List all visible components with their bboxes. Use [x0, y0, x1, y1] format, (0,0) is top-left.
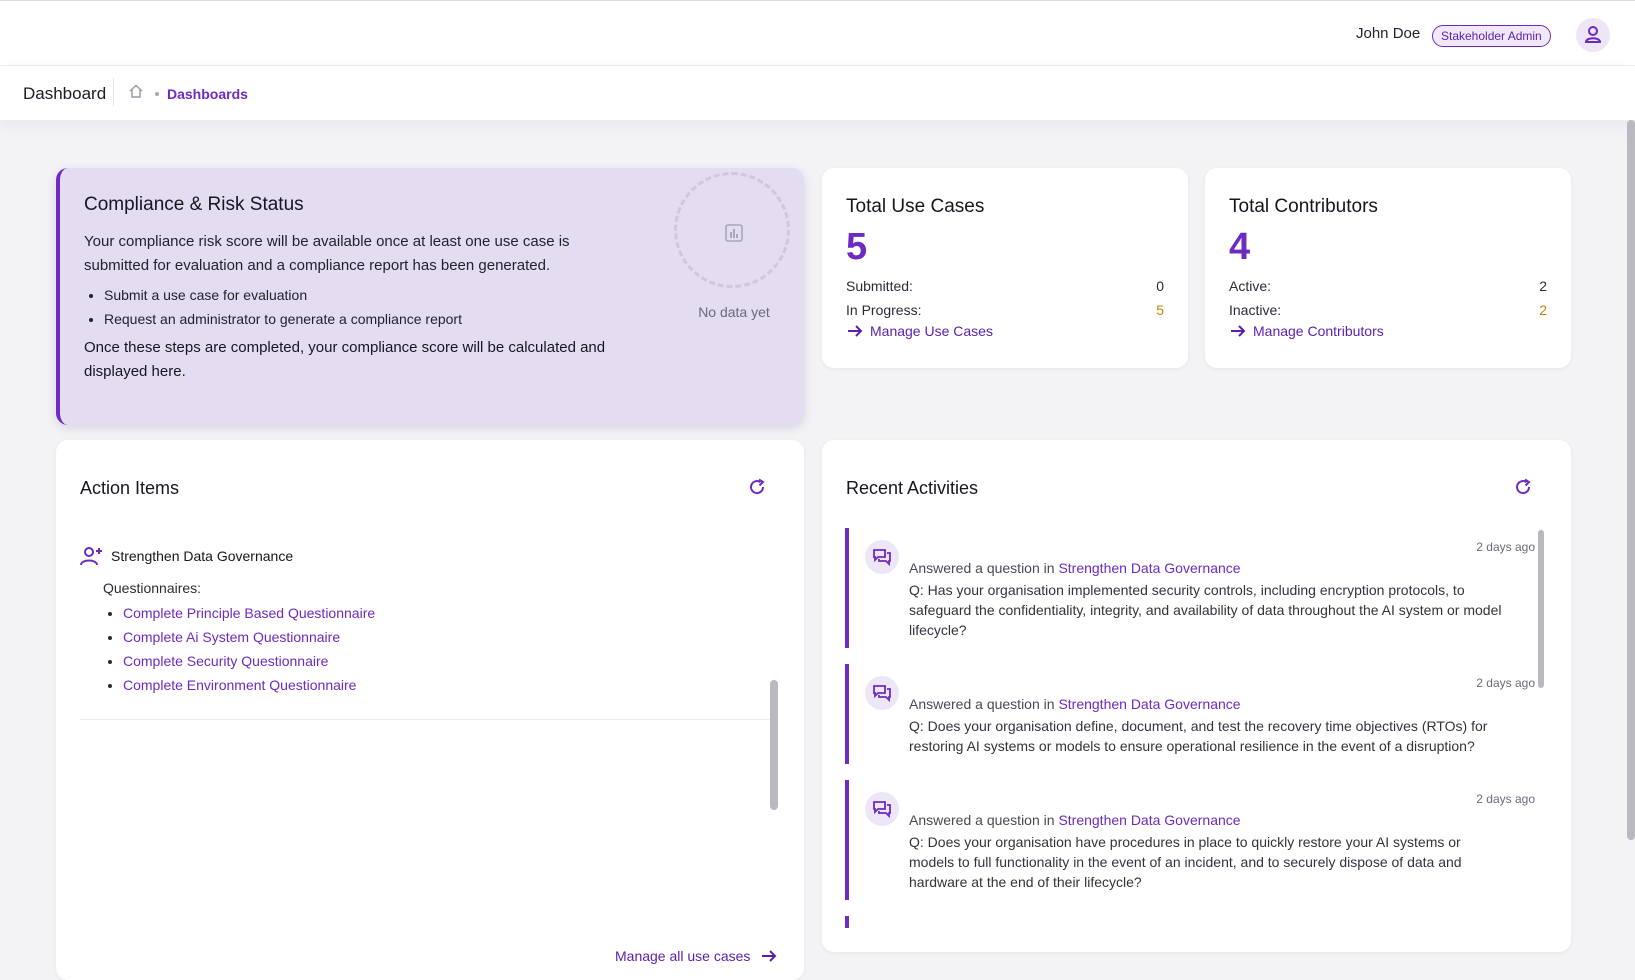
- activity-time: 2 days ago: [1476, 540, 1535, 554]
- action-items-scrollbar[interactable]: [770, 680, 778, 810]
- activity-avatar: [865, 676, 899, 710]
- arrow-right-icon: [762, 950, 777, 962]
- list-item: Complete Ai System Questionnaire: [123, 625, 375, 649]
- questionnaire-link[interactable]: Complete Environment Questionnaire: [123, 677, 357, 693]
- inactive-value: 2: [1539, 302, 1547, 318]
- inactive-row: Inactive: 2: [1229, 302, 1547, 318]
- total-use-cases-card: Total Use Cases 5 Submitted: 0 In Progre…: [822, 168, 1188, 368]
- compliance-step: Request an administrator to generate a c…: [104, 307, 462, 331]
- manage-contributors-link[interactable]: Manage Contributors: [1229, 322, 1384, 340]
- active-row: Active: 2: [1229, 278, 1547, 294]
- compliance-title: Compliance & Risk Status: [84, 194, 304, 215]
- breadcrumb-bar: Dashboard Dashboards: [0, 66, 1635, 120]
- in-progress-row: In Progress: 5: [846, 302, 1164, 318]
- compliance-footer: Once these steps are completed, your com…: [84, 339, 606, 380]
- activity-question: Q: Has your organisation implemented sec…: [909, 582, 1502, 638]
- page-scrollbar[interactable]: [1627, 120, 1635, 840]
- list-item: Complete Principle Based Questionnaire: [123, 601, 375, 625]
- list-item: Complete Environment Questionnaire: [123, 673, 375, 697]
- questionnaire-link[interactable]: Complete Security Questionnaire: [123, 653, 329, 669]
- recent-activities-title: Recent Activities: [846, 478, 979, 498]
- activity-avatar: [865, 792, 899, 826]
- activity-time: 2 days ago: [1476, 792, 1535, 806]
- divider: [80, 719, 772, 720]
- activity-avatar: [865, 540, 899, 574]
- action-items-title: Action Items: [80, 478, 180, 498]
- active-value: 2: [1539, 278, 1547, 294]
- chat-icon: [873, 685, 891, 703]
- activity-time: 2 days ago: [1476, 676, 1535, 690]
- submitted-row: Submitted: 0: [846, 278, 1164, 294]
- activity-accent-bar: [845, 528, 849, 648]
- user-task-icon: [80, 547, 102, 566]
- submitted-value: 0: [1156, 278, 1164, 294]
- questionnaire-link[interactable]: Complete Principle Based Questionnaire: [123, 605, 376, 621]
- activity-target-link[interactable]: Strengthen Data Governance: [1058, 812, 1241, 828]
- use-cases-title: Total Use Cases: [846, 196, 985, 217]
- score-placeholder-ring: [674, 172, 790, 288]
- arrow-right-icon: [848, 325, 863, 337]
- contributors-total: 4: [1229, 226, 1251, 268]
- activity-item: 2 days ago Answered a question in Streng…: [845, 528, 1535, 648]
- activity-accent-bar: [845, 916, 849, 928]
- active-label: Active:: [1229, 278, 1272, 294]
- activity-accent-bar: [845, 780, 849, 900]
- chat-icon: [873, 549, 891, 567]
- activity-action: Answered a question in: [909, 812, 1055, 828]
- activity-action: Answered a question in: [909, 696, 1055, 712]
- activity-target-link[interactable]: Strengthen Data Governance: [1058, 560, 1241, 576]
- list-item: Complete Security Questionnaire: [123, 649, 375, 673]
- compliance-risk-card: Compliance & Risk Status Your compliance…: [56, 168, 804, 425]
- in-progress-label: In Progress:: [846, 302, 922, 318]
- top-bar: John Doe Stakeholder Admin: [0, 0, 1635, 66]
- recent-activities-panel: Recent Activities: [822, 440, 1571, 952]
- bar-chart-icon: [725, 224, 743, 242]
- contributors-title: Total Contributors: [1229, 196, 1378, 217]
- activity-summary: Answered a question in Strengthen Data G…: [909, 696, 1241, 712]
- breadcrumb-dashboards[interactable]: Dashboards: [167, 86, 248, 102]
- arrow-right-icon: [1231, 325, 1246, 337]
- activity-summary: Answered a question in Strengthen Data G…: [909, 560, 1241, 576]
- in-progress-value: 5: [1156, 302, 1164, 318]
- questionnaires-label: Questionnaires:: [103, 580, 202, 596]
- no-data-label: No data yet: [698, 304, 770, 320]
- manage-contributors-label: Manage Contributors: [1253, 323, 1384, 339]
- manage-all-use-cases-link[interactable]: Manage all use cases: [615, 947, 778, 965]
- breadcrumb-separator: [155, 92, 159, 96]
- divider: [113, 78, 114, 106]
- activity-accent-bar: [845, 664, 849, 764]
- use-cases-total: 5: [846, 226, 868, 268]
- manage-use-cases-label: Manage Use Cases: [870, 323, 993, 339]
- compliance-description: Your compliance risk score will be avail…: [84, 233, 570, 274]
- page-title: Dashboard: [23, 84, 107, 103]
- inactive-label: Inactive:: [1229, 302, 1282, 318]
- manage-all-label: Manage all use cases: [615, 948, 751, 964]
- compliance-steps: Submit a use case for evaluation Request…: [84, 283, 462, 331]
- manage-use-cases-link[interactable]: Manage Use Cases: [846, 322, 993, 340]
- questionnaire-link[interactable]: Complete Ai System Questionnaire: [123, 629, 341, 645]
- activity-summary: Answered a question in Strengthen Data G…: [909, 812, 1241, 828]
- submitted-label: Submitted:: [846, 278, 913, 294]
- activity-item: 2 days ago Answered a question in Streng…: [845, 664, 1535, 764]
- activity-item: [845, 916, 1535, 928]
- compliance-step: Submit a use case for evaluation: [104, 283, 462, 307]
- action-item-title: Strengthen Data Governance: [111, 548, 294, 564]
- questionnaire-list: Complete Principle Based Questionnaire C…: [103, 601, 375, 697]
- action-items-panel: Action Items: [56, 440, 804, 980]
- chat-icon: [873, 801, 891, 819]
- activity-question: Q: Does your organisation define, docume…: [909, 718, 1488, 754]
- activity-question: Q: Does your organisation have procedure…: [909, 834, 1462, 890]
- user-avatar-button[interactable]: [1576, 18, 1610, 52]
- role-badge: Stakeholder Admin: [1432, 25, 1551, 47]
- user-name: John Doe: [1356, 25, 1421, 42]
- person-icon: [1584, 26, 1602, 43]
- activities-scrollbar[interactable]: [1538, 530, 1544, 688]
- activity-action: Answered a question in: [909, 560, 1055, 576]
- refresh-icon[interactable]: [1513, 477, 1533, 497]
- home-icon[interactable]: [128, 83, 144, 99]
- refresh-icon[interactable]: [747, 477, 767, 497]
- activity-item: 2 days ago Answered a question in Streng…: [845, 780, 1535, 900]
- total-contributors-card: Total Contributors 4 Active: 2 Inactive:…: [1205, 168, 1571, 368]
- activity-target-link[interactable]: Strengthen Data Governance: [1058, 696, 1241, 712]
